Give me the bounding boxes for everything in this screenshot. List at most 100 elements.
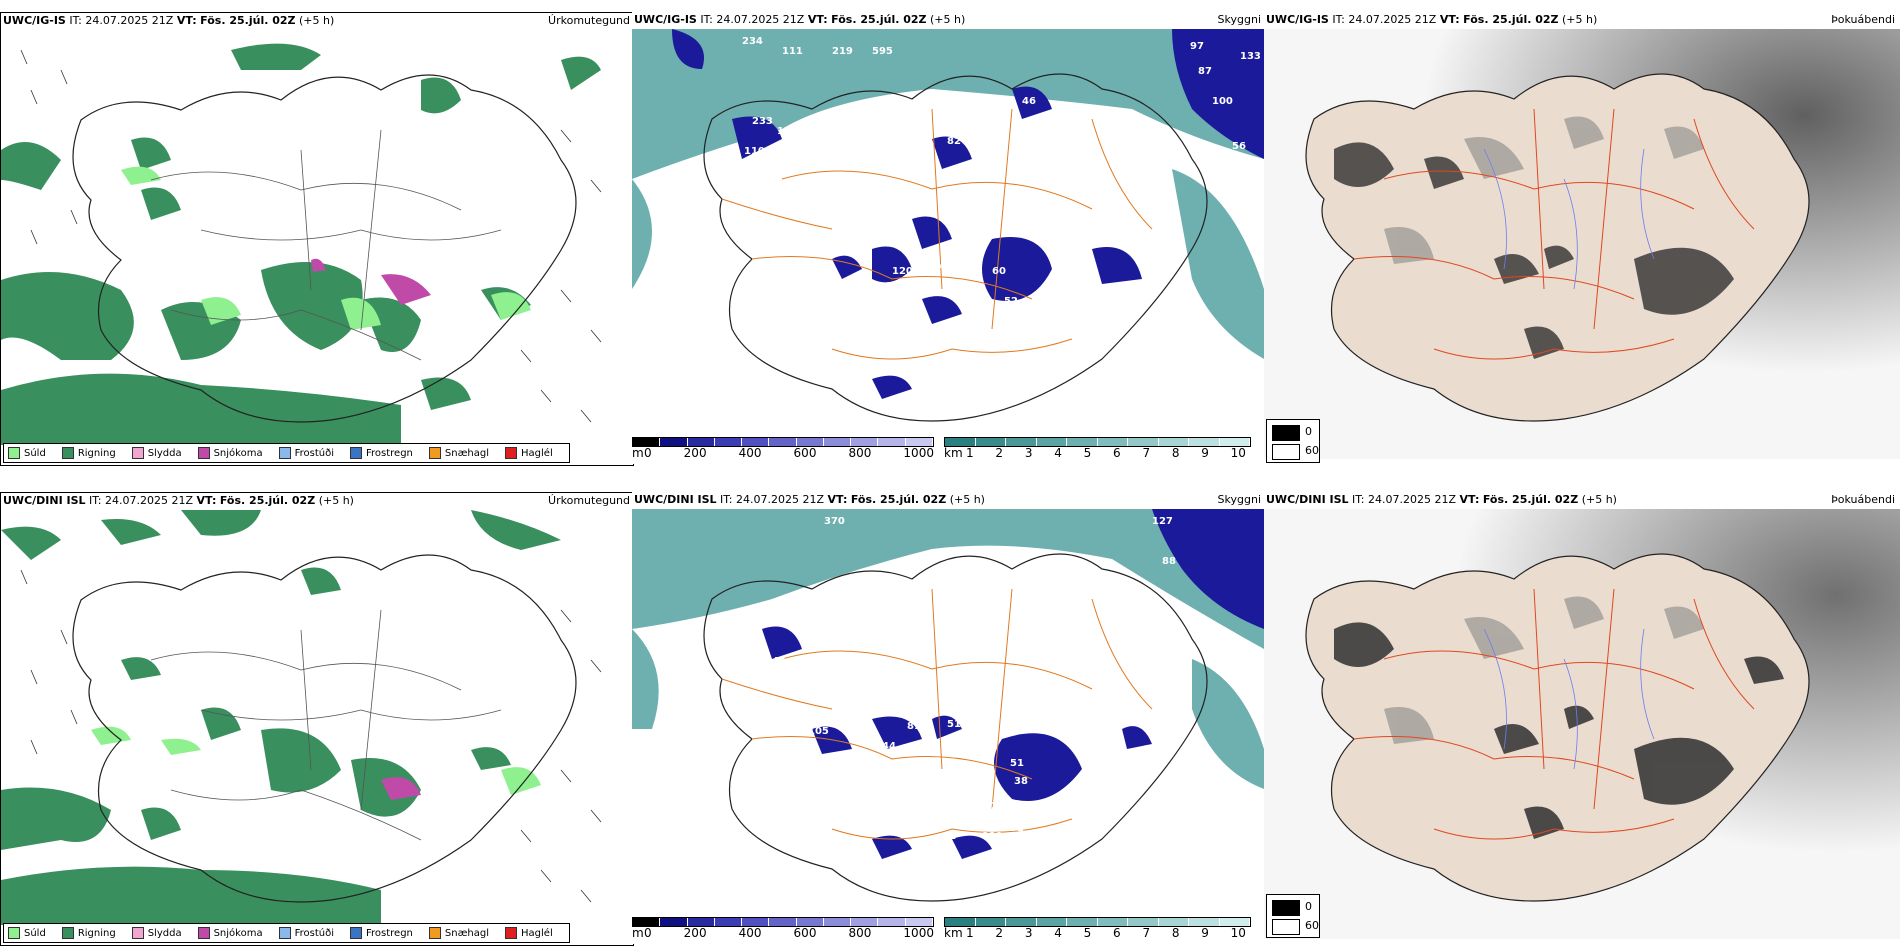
legend-swatch (197, 927, 210, 939)
vis-value-label: 97 (1190, 41, 1204, 52)
legend-swatch (8, 927, 20, 939)
vis-value-label: 39 (876, 291, 890, 302)
vis-value-label: 60 (992, 266, 1006, 277)
vis-value-label: 225 (984, 801, 1005, 812)
vis-value-label: 120 (892, 266, 913, 277)
panel-title: Úrkomutegund (548, 14, 630, 27)
vis-value-label: 127 (1152, 516, 1173, 527)
visibility-colorbar-m: m 0 200 400 600 800 1000 (632, 917, 934, 944)
legend-item-frostregn: Frostregn (350, 927, 413, 939)
panel-header: UWC/IG-IS IT: 24.07.2025 21Z VT: Fös. 25… (3, 14, 335, 27)
vis-value-label: 56 (1122, 281, 1136, 292)
visibility-colorbar-km: km 1 2 3 4 5 6 7 8 9 10 (944, 917, 1251, 944)
vis-value-label: 214 (1222, 171, 1243, 182)
vis-value-label: 38 (1014, 776, 1028, 787)
vis-value-label: 133 (972, 366, 993, 377)
legend-swatch (428, 447, 441, 459)
visibility-panel-row1: UWC/IG-IS IT: 24.07.2025 21Z VT: Fös. 25… (632, 12, 1264, 464)
precip-legend: Súld Rigning Slydda Snjókoma Frostúði Fr… (3, 443, 570, 463)
vis-value-label: 119 (982, 831, 1003, 842)
visibility-value-labels: 370 127 88 78 44 81 51 51 38 44 105 228 … (744, 516, 1176, 892)
legend-item-sudl: Súld (8, 447, 46, 459)
colorbar-km-unit: km (944, 446, 963, 460)
legend-item-haglel: Haglél (505, 927, 553, 939)
vis-value-label: 51 (1010, 758, 1024, 769)
colorbar-m-ticks: 0 200 400 600 800 1000 (644, 926, 934, 940)
legend-item-sudl: Súld (8, 927, 46, 939)
panel-header: UWC/IG-IS IT: 24.07.2025 21Z VT: Fös. 25… (634, 13, 966, 26)
vis-value-label: 18 (782, 236, 796, 247)
legend-swatch (505, 927, 518, 939)
legend-swatch (350, 447, 362, 459)
fog-legend-swatch-black (1272, 900, 1300, 916)
colorbar-m-scale (632, 437, 934, 447)
colorbar-km-ticks: 1 2 3 4 5 6 7 8 9 10 (966, 446, 1246, 460)
vis-value-label: 38 (978, 791, 992, 802)
precip-legend: Súld Rigning Slydda Snjókoma Frostúði Fr… (3, 923, 570, 943)
panel-header: UWC/IG-IS IT: 24.07.2025 21Z VT: Fös. 25… (1266, 13, 1598, 26)
vis-value-label: 234 (742, 36, 763, 47)
vis-value-label: 100 (906, 321, 927, 332)
legend-item-snjokoma: Snjókoma (197, 927, 263, 939)
colorbar-km-ticks: 1 2 3 4 5 6 7 8 9 10 (966, 926, 1246, 940)
vis-value-label: 110 (744, 146, 765, 157)
vis-value-label: 44 (772, 656, 786, 667)
vis-value-label: 370 (824, 516, 845, 527)
vis-value-label: 111 (782, 46, 803, 57)
vis-value-label: 87 (1198, 66, 1212, 77)
fog-map (1264, 509, 1900, 939)
panel-title: Skyggni (1217, 493, 1261, 506)
legend-swatch (131, 927, 144, 939)
vis-value-label: 83 (942, 186, 956, 197)
vis-value-label: 60 (917, 846, 931, 857)
colorbar-km-scale (944, 917, 1251, 927)
vis-value-label: 83 (962, 196, 976, 207)
precip-map (1, 510, 633, 925)
legend-item-snjokoma: Snjókoma (197, 447, 263, 459)
vis-value-label: 105 (808, 726, 829, 737)
vis-value-label: 133 (1240, 51, 1261, 62)
vis-value-label: 82 (947, 136, 961, 147)
vis-value-label: 20 (1090, 761, 1104, 772)
legend-swatch (505, 447, 518, 459)
vis-value-label: 76 (1162, 226, 1176, 237)
legend-item-rigning: Rigning (61, 447, 116, 459)
vis-value-label: 45 (1004, 321, 1018, 332)
legend-swatch (8, 447, 20, 459)
legend-item-frostregn: Frostregn (350, 447, 413, 459)
precip-panel-row2: UWC/DINI ISL IT: 24.07.2025 21Z VT: Fös.… (0, 492, 634, 946)
colorbar-m-unit: m (632, 446, 644, 460)
vis-value-label: 52 (1004, 296, 1018, 307)
legend-item-frostudi: Frostúði (278, 927, 334, 939)
legend-swatch (428, 927, 441, 939)
vis-value-label: 43 (1036, 301, 1050, 312)
vis-value-label: 45 (762, 821, 776, 832)
legend-item-haglel: Haglél (505, 447, 553, 459)
vis-value-label: 81 (907, 721, 921, 732)
fog-panel-row1: UWC/IG-IS IT: 24.07.2025 21Z VT: Fös. 25… (1264, 12, 1900, 464)
legend-item-snaehagl: Snæhagl (428, 447, 489, 459)
colorbar-m-ticks: 0 200 400 600 800 1000 (644, 446, 934, 460)
visibility-colorbar-m: m 0 200 400 600 800 1000 (632, 437, 934, 464)
panel-title: Þokuábendi (1831, 13, 1895, 26)
colorbar-km-unit: km (944, 926, 963, 940)
legend-item-rigning: Rigning (61, 927, 116, 939)
vis-value-label: 78 (744, 611, 758, 622)
vis-value-label: 100 (1212, 96, 1233, 107)
legend-swatch (197, 447, 210, 459)
legend-swatch (278, 927, 291, 939)
vis-value-label: 79 (968, 331, 982, 342)
visibility-panel-row2: UWC/DINI ISL IT: 24.07.2025 21Z VT: Fös.… (632, 492, 1264, 944)
vis-value-label: 95 (907, 361, 921, 372)
colorbar-m-scale (632, 917, 934, 927)
vis-value-label: 44 (932, 261, 946, 272)
vis-value-label: 46 (912, 376, 926, 387)
legend-swatch (131, 447, 144, 459)
fog-panel-row2: UWC/DINI ISL IT: 24.07.2025 21Z VT: Fös.… (1264, 492, 1900, 944)
panel-header: UWC/DINI ISL IT: 24.07.2025 21Z VT: Fös.… (634, 493, 985, 506)
precip-panel-row1: UWC/IG-IS IT: 24.07.2025 21Z VT: Fös. 25… (0, 12, 634, 466)
panel-header: UWC/DINI ISL IT: 24.07.2025 21Z VT: Fös.… (3, 494, 354, 507)
vis-value-label: 51 (947, 719, 961, 730)
legend-swatch (278, 447, 291, 459)
vis-value-label: 177 (777, 126, 798, 137)
